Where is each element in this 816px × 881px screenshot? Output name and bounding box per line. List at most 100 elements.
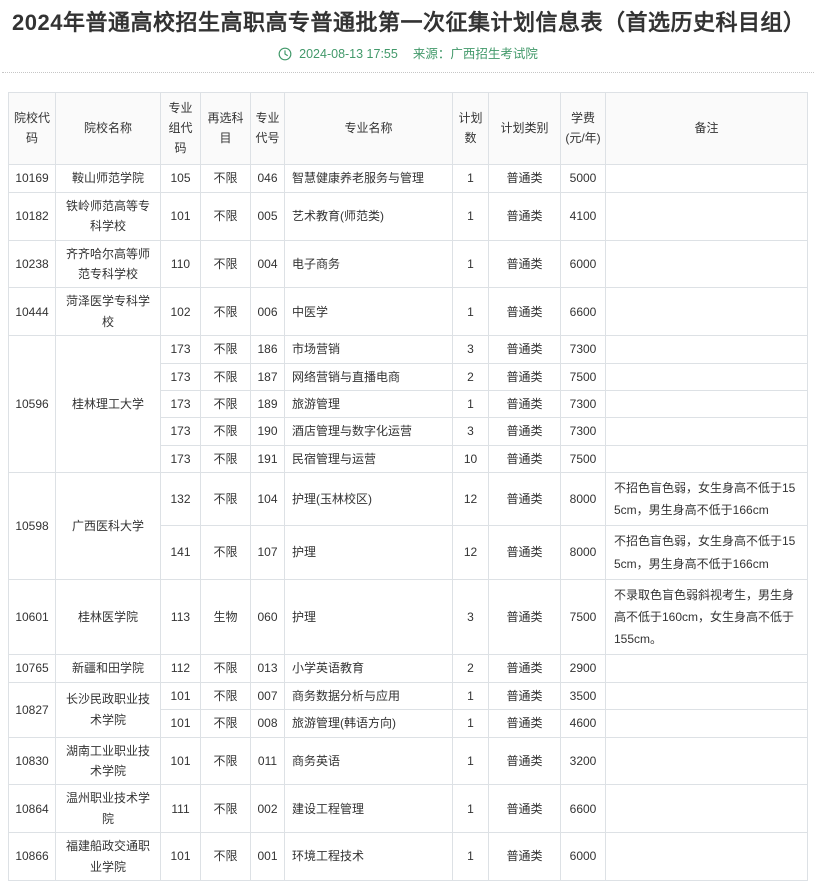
plan-type-cell: 普通类 [488, 191, 561, 241]
major-group-code-cell: 105 [160, 164, 201, 193]
column-header-5: 专业名称 [284, 92, 453, 166]
reselect-subject-cell: 不限 [200, 389, 251, 419]
major-name-cell: 商务英语 [284, 736, 453, 786]
major-group-code-cell: 102 [160, 287, 201, 337]
major-name-cell: 护理 [284, 525, 453, 580]
tuition-cell: 7300 [560, 335, 606, 364]
major-code-cell: 002 [250, 784, 285, 834]
major-group-code-cell: 101 [160, 681, 201, 711]
article-meta: 2024-08-13 17:55 来源：广西招生考试院 [0, 47, 816, 61]
major-name-cell: 小学英语教育 [284, 654, 453, 683]
tuition-cell: 6600 [560, 784, 606, 834]
school-code-cell: 10601 [8, 578, 56, 656]
major-group-code-cell: 101 [160, 736, 201, 786]
plan-type-cell: 普通类 [488, 654, 561, 683]
remark-cell [605, 784, 808, 834]
school-name-cell: 广西医科大学 [55, 472, 161, 580]
school-code-cell: 10444 [8, 287, 56, 337]
major-code-cell: 191 [250, 444, 285, 474]
column-header-3: 再选科目 [200, 92, 251, 166]
major-code-cell: 104 [250, 472, 285, 527]
plan-count-cell: 1 [452, 784, 489, 834]
plan-type-cell: 普通类 [488, 472, 561, 527]
plan-type-cell: 普通类 [488, 389, 561, 419]
major-name-cell: 建设工程管理 [284, 784, 453, 834]
plan-count-cell: 1 [452, 736, 489, 786]
tuition-cell: 4100 [560, 191, 606, 241]
reselect-subject-cell: 不限 [200, 654, 251, 683]
school-code-cell: 10596 [8, 335, 56, 474]
major-group-code-cell: 101 [160, 709, 201, 738]
plan-count-cell: 2 [452, 654, 489, 683]
major-code-cell: 001 [250, 832, 285, 881]
tuition-cell: 4600 [560, 709, 606, 738]
table-row: 10169 鞍山师范学院 105 不限 046 智慧健康养老服务与管理 1 普通类 5000 [8, 164, 808, 193]
plan-count-cell: 1 [452, 389, 489, 419]
tuition-cell: 6000 [560, 832, 606, 881]
plan-count-cell: 1 [452, 287, 489, 337]
major-code-cell: 013 [250, 654, 285, 683]
plan-count-cell: 1 [452, 681, 489, 711]
remark-cell [605, 389, 808, 419]
major-name-cell: 护理(玉林校区) [284, 472, 453, 527]
plan-type-cell: 普通类 [488, 525, 561, 580]
plan-count-cell: 2 [452, 362, 489, 391]
remark-cell [605, 444, 808, 474]
remark-cell: 不招色盲色弱，女生身高不低于155cm，男生身高不低于166cm [605, 472, 808, 527]
major-code-cell: 046 [250, 164, 285, 193]
table-row: 10864 温州职业技术学院 111 不限 002 建设工程管理 1 普通类 6600 [8, 784, 808, 834]
reselect-subject-cell: 不限 [200, 164, 251, 193]
major-name-cell: 护理 [284, 578, 453, 656]
school-name-cell: 湖南工业职业技术学院 [55, 736, 161, 786]
tuition-cell: 7500 [560, 444, 606, 474]
column-header-9: 备注 [605, 92, 808, 166]
plan-type-cell: 普通类 [488, 736, 561, 786]
table-body: 10169 鞍山师范学院 105 不限 046 智慧健康养老服务与管理 1 普通类 5000 10… [8, 164, 808, 881]
remark-cell [605, 164, 808, 193]
table-row: 10765 新疆和田学院 112 不限 013 小学英语教育 2 普通类 2900 [8, 654, 808, 683]
reselect-subject-cell: 不限 [200, 784, 251, 834]
tuition-cell: 7500 [560, 362, 606, 391]
major-group-code-cell: 101 [160, 832, 201, 881]
remark-cell [605, 654, 808, 683]
major-name-cell: 环境工程技术 [284, 832, 453, 881]
major-code-cell: 060 [250, 578, 285, 656]
major-group-code-cell: 112 [160, 654, 201, 683]
school-code-cell: 10169 [8, 164, 56, 193]
plan-type-cell: 普通类 [488, 362, 561, 391]
school-code-cell: 10866 [8, 832, 56, 881]
column-header-4: 专业代号 [250, 92, 285, 166]
major-name-cell: 旅游管理(韩语方向) [284, 709, 453, 738]
major-group-code-cell: 110 [160, 239, 201, 289]
plan-type-cell: 普通类 [488, 417, 561, 446]
reselect-subject-cell: 不限 [200, 287, 251, 337]
major-group-code-cell: 111 [160, 784, 201, 834]
remark-cell [605, 362, 808, 391]
table-header: 院校代码 院校名称 专业组代码 再选科目 专业代号 专业名称 计划数 计划类别 学费(元/年) 备… [8, 92, 808, 166]
remark-cell [605, 191, 808, 241]
school-code-cell: 10182 [8, 191, 56, 241]
major-name-cell: 市场营销 [284, 335, 453, 364]
major-group-code-cell: 101 [160, 191, 201, 241]
major-group-code-cell: 141 [160, 525, 201, 580]
tuition-cell: 8000 [560, 472, 606, 527]
plan-type-cell: 普通类 [488, 578, 561, 656]
school-code-cell: 10765 [8, 654, 56, 683]
plan-type-cell: 普通类 [488, 709, 561, 738]
plan-count-cell: 10 [452, 444, 489, 474]
major-group-code-cell: 132 [160, 472, 201, 527]
reselect-subject-cell: 不限 [200, 335, 251, 364]
plan-count-cell: 1 [452, 164, 489, 193]
major-group-code-cell: 173 [160, 389, 201, 419]
table-row: 173 不限 187 网络营销与直播电商 2 普通类 7500 [9, 362, 808, 391]
page-title: 2024年普通高校招生高职高专普通批第一次征集计划信息表（首选历史科目组） [12, 10, 806, 35]
table-row: 173 不限 191 民宿管理与运营 10 普通类 7500 [9, 444, 808, 474]
plan-type-cell: 普通类 [488, 832, 561, 881]
column-header-8: 学费(元/年) [560, 92, 606, 166]
table-row: 141 不限 107 护理 12 普通类 8000 不招色盲色弱，女生身高不低于155cm，男… [9, 525, 808, 580]
column-header-6: 计划数 [452, 92, 489, 166]
school-name-cell: 鞍山师范学院 [55, 164, 161, 193]
school-name-cell: 福建船政交通职业学院 [55, 832, 161, 881]
reselect-subject-cell: 不限 [200, 417, 251, 446]
major-name-cell: 旅游管理 [284, 389, 453, 419]
